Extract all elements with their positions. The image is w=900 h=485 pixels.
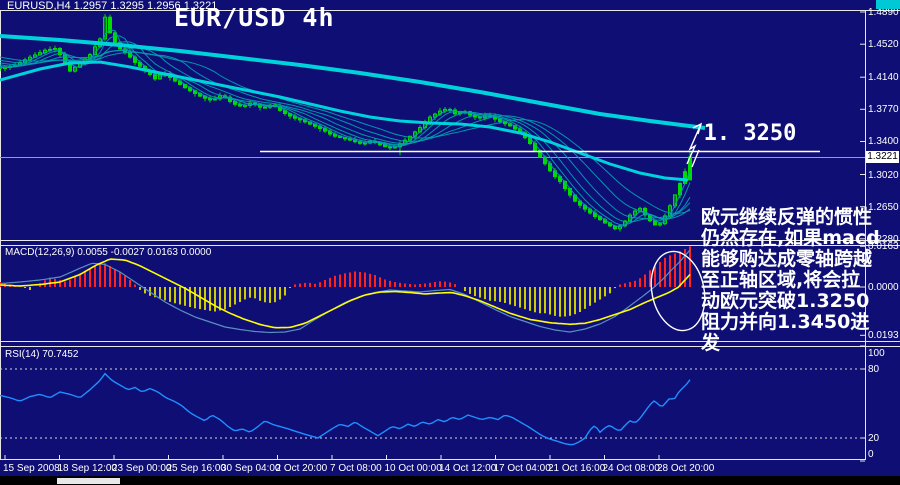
price-axis-label: 1.4140 <box>868 72 899 84</box>
price-axis-label: 1.2650 <box>868 201 899 213</box>
analyst-note-line: 仍然存在,如果macd <box>701 227 880 249</box>
rsi-axis-label: 20 <box>868 433 880 444</box>
time-axis-label: 24 Oct 08:00 <box>602 463 660 474</box>
macd-indicator-label: MACD(12,26,9) 0.0055 -0.0027 0.0163 0.00… <box>5 247 212 258</box>
macd-axis-label: 0.0000 <box>868 282 899 293</box>
rsi-line <box>0 372 691 446</box>
ma-thick-slow <box>0 34 706 130</box>
rsi-indicator-label: RSI(14) 70.7452 <box>5 349 79 360</box>
ma-thick-mid <box>0 60 689 182</box>
macd-axis-label: 0.0193 <box>868 330 899 342</box>
analyst-note-line: 阻力并向1.3450进 <box>701 311 870 333</box>
rsi-axis-label: 0 <box>868 449 874 460</box>
time-axis-label: 30 Sep 04:00 <box>221 463 281 474</box>
analyst-note-line: 至正轴区域,将会拉 <box>701 269 861 291</box>
resistance-price-annotation: 1. 3250 <box>703 121 797 146</box>
macd-highlight-ellipse <box>650 250 706 332</box>
window-bottom-chrome <box>0 476 900 485</box>
window-corner-artifact <box>876 0 900 9</box>
price-axis-label: 1.3400 <box>868 136 899 148</box>
time-axis-label: 10 Oct 00:00 <box>384 463 442 474</box>
time-axis-label: 21 Oct 16:00 <box>548 463 606 474</box>
price-axis-label: 1.4890 <box>868 7 899 18</box>
macd-axis-label: 0.0163 <box>868 241 899 253</box>
time-axis-label: 2 Oct 20:00 <box>275 463 328 474</box>
time-axis-label: 15 Sep 2008 <box>3 463 60 474</box>
time-axis-label: 14 Oct 12:00 <box>439 463 497 474</box>
price-axis-label: 1.4520 <box>868 39 899 51</box>
time-axis-label: 7 Oct 08:00 <box>330 463 382 474</box>
analyst-note-line: 发 <box>701 332 721 354</box>
current-price-badge: 1.3221 <box>866 151 899 163</box>
time-axis-label: 18 Sep 12:00 <box>57 463 118 474</box>
rsi-axis-label: 80 <box>868 364 880 375</box>
macd-signal-line <box>0 258 691 329</box>
analyst-note-line: 能够购达成零轴跨越 <box>701 248 873 270</box>
chart-title: EUR/USD 4h <box>174 3 335 32</box>
rsi-axis-label: 100 <box>868 348 885 359</box>
price-axis-label: 1.3770 <box>868 104 899 116</box>
time-axis-label: 25 Sep 16:00 <box>166 463 227 474</box>
price-axis-label: 1.2280 <box>868 233 899 245</box>
analyst-note-line: 动欧元突破1.3250 <box>701 290 870 312</box>
ma-ribbon <box>0 29 691 228</box>
analyst-note: 欧元继续反弹的惯性 仍然存在,如果macd 能够购达成零轴跨越 至正轴区域,将会拉 动欧… <box>701 207 891 354</box>
time-axis-label: 17 Oct 04:00 <box>493 463 551 474</box>
price-axis-label: 1.3020 <box>868 169 899 181</box>
breakout-arrow <box>686 122 703 168</box>
time-axis-label: 23 Sep 00:00 <box>112 463 172 474</box>
analyst-note-line: 欧元继续反弹的惯性 <box>701 206 873 228</box>
time-axis-label: 28 Oct 20:00 <box>657 463 715 474</box>
symbol-ticker: EURUSD,H4 1.2957 1.3295 1.2956 1.3221 <box>7 0 218 12</box>
taskbar-fragment <box>57 478 120 484</box>
